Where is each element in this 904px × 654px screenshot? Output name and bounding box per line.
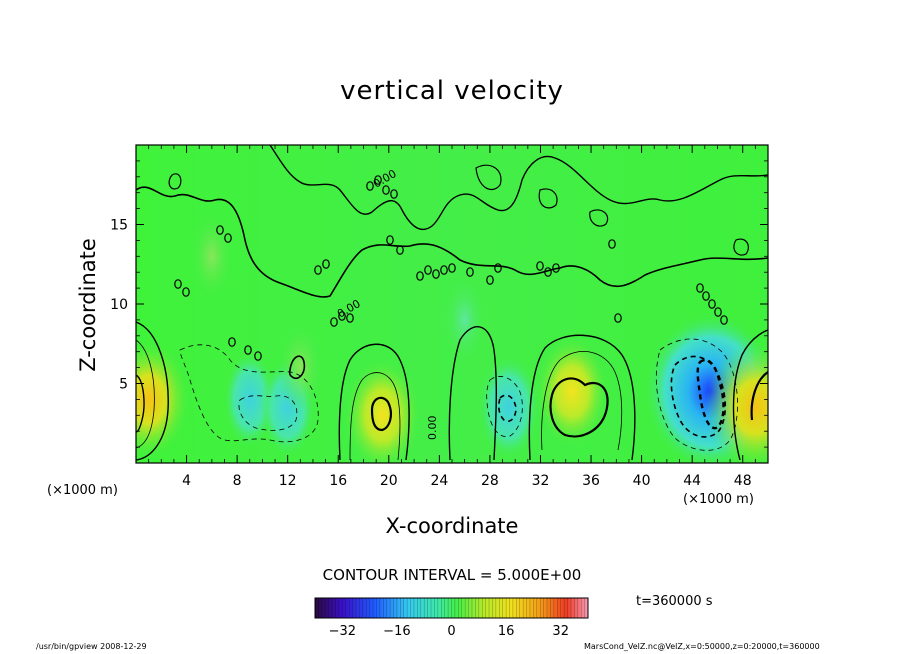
x-tick-label: 32 [532,473,550,489]
zero-ring [382,185,390,195]
zero-ring [494,263,502,273]
x-tick-label: 12 [279,473,297,489]
chart-title: vertical velocity [340,76,564,106]
x-tick-label: 16 [329,473,347,489]
x-tick-label: 24 [430,473,448,489]
x-tick-label: 20 [380,473,398,489]
zero-ring [440,265,448,275]
zero-ring [390,189,398,199]
colorbar-tick-label: 32 [552,624,569,639]
y-tick-label: 10 [110,297,128,313]
colorbar-tick-label: −16 [383,624,410,639]
zero-ring [448,263,456,273]
x-tick-label: 4 [182,473,191,489]
zero-ring [614,313,622,323]
zero-ring [714,307,722,317]
x-tick-label: 28 [481,473,499,489]
zero-ring [182,287,190,297]
zero-ring [396,245,404,255]
contour-interval-label: CONTOUR INTERVAL = 5.000E+00 [322,566,582,584]
heatmap-cells [136,211,768,463]
zero-ring [416,271,424,281]
colorbar-tick-label: 16 [498,624,515,639]
zero-ring [322,259,330,269]
y-tick-label: 5 [119,377,128,393]
colorbar-ticks: −32 −16 0 16 32 [329,624,569,639]
contour-zero-rings [174,175,728,361]
x-unit-label-right: (×1000 m) [683,492,754,507]
zero-ring [216,225,224,235]
colorbar-tick-label: −32 [329,624,356,639]
zero-ring [346,313,354,323]
colorbar: −32 −16 0 16 32 [314,597,589,639]
colorbar-segments [318,598,585,618]
zero-ring [366,181,374,191]
zero-ring [708,299,716,309]
zero-ring [466,267,474,277]
heatmap-cell [705,341,768,463]
heatmap-cell [190,211,234,301]
zero-ring [608,239,616,249]
x-axis: 4 8 12 16 20 24 28 32 36 40 44 48 [148,145,756,489]
zero-ring [720,315,728,325]
x-tick-label: 36 [582,473,600,489]
zero-ring [330,317,338,327]
y-axis-label: Z-coordinate [76,238,100,372]
y-axis: 5 10 15 [110,160,768,448]
heatmap-cell [277,322,324,414]
zero-ring [228,337,236,347]
heatmap-cell [136,339,191,460]
zero-ring [696,283,704,293]
zero-ring [702,291,710,301]
zero-ring [174,279,182,289]
zero-ring [254,351,262,361]
zero-ring [536,261,544,271]
zero-ring [432,269,440,279]
zero-ring [486,275,494,285]
zero-ring [386,235,394,245]
contour-lines [136,145,768,461]
zero-ring [544,267,552,277]
x-tick-label: 8 [233,473,242,489]
plot-area: 0.000.000.00 [135,144,769,464]
x-tick-label: 40 [633,473,651,489]
x-tick-label: 48 [734,473,752,489]
heatmap-cell [343,357,422,463]
zero-ring [552,263,560,273]
footer-right: MarsCond_VelZ.nc@VelZ,x=0:50000,z=0:2000… [584,642,820,651]
x-tick-label: 44 [683,473,701,489]
zero-ring [244,345,252,355]
time-label: t=360000 s [636,594,713,609]
zero-ring [374,175,382,185]
x-axis-label: X-coordinate [385,514,519,538]
contour-label: 0.00 [426,416,439,441]
y-tick-label: 15 [110,218,128,234]
zero-ring [224,233,232,243]
heatmap-cell [478,355,540,459]
x-unit-label-left: (×1000 m) [47,483,118,498]
heatmap-cell [443,275,486,365]
colorbar-tick-label: 0 [447,624,455,639]
zero-ring [314,265,322,275]
footer-left: /usr/bin/gpview 2008-12-29 [36,642,147,651]
zero-ring [338,311,346,321]
zero-ring [424,265,432,275]
